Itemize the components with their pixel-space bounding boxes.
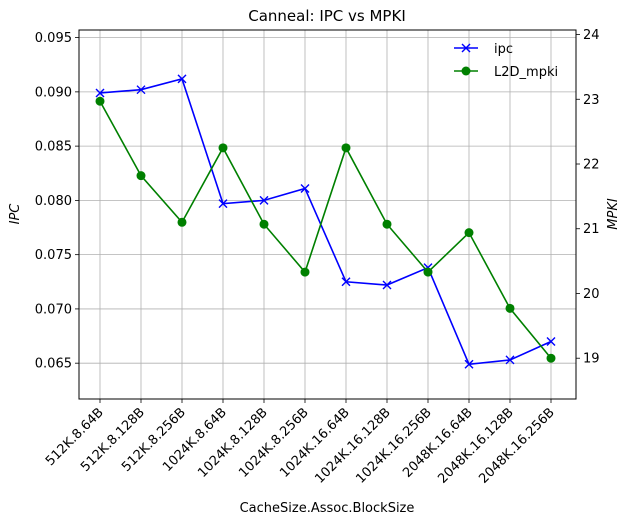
data-point-ipc <box>95 88 105 98</box>
x-axis: 512K.8.64B512K.8.128B512K.8.256B1024K.8.… <box>43 399 558 487</box>
chart-title: Canneal: IPC vs MPKI <box>248 7 406 25</box>
y-tick-label-left: 0.095 <box>35 31 72 46</box>
series-layer <box>95 74 556 369</box>
y-tick-label-right: 21 <box>583 222 600 237</box>
data-point-L2D_mpki <box>136 171 146 181</box>
data-point-L2D_mpki <box>423 267 433 277</box>
data-point-ipc <box>546 336 556 346</box>
y-tick-label-left: 0.085 <box>35 140 72 155</box>
x-axis-title: CacheSize.Assoc.BlockSize <box>240 501 415 516</box>
data-point-ipc <box>464 359 474 369</box>
x-tick-label: 2048K.16.256B <box>476 405 557 486</box>
y-tick-label-right: 24 <box>583 28 600 43</box>
data-point-L2D_mpki <box>464 228 474 238</box>
data-point-ipc <box>259 195 269 205</box>
y-tick-label-right: 22 <box>583 158 600 173</box>
y-tick-label-left: 0.070 <box>35 302 72 317</box>
data-point-L2D_mpki <box>95 96 105 106</box>
left-y-axis: 0.065 0.070 0.075 0.080 0.085 0.090 0.095 <box>35 31 79 372</box>
legend: ipc L2D_mpki <box>454 42 558 80</box>
y-tick-label-left: 0.075 <box>35 248 72 263</box>
data-point-L2D_mpki <box>546 353 556 363</box>
legend-ipc-label: ipc <box>494 42 513 57</box>
legend-ipc-marker <box>461 43 471 53</box>
y-axis-left-title: IPC <box>8 203 23 225</box>
plot-area <box>78 29 577 400</box>
y-tick-label-right: 23 <box>583 93 600 108</box>
legend-mpki-label: L2D_mpki <box>494 65 558 80</box>
data-point-L2D_mpki <box>177 217 187 227</box>
data-point-L2D_mpki <box>300 267 310 277</box>
legend-ipc-x <box>461 43 471 53</box>
y-tick-label-right: 19 <box>583 352 600 367</box>
series-line-ipc <box>99 77 552 366</box>
y-axis-right-title: MPKI <box>606 198 621 230</box>
data-point-ipc <box>300 183 310 193</box>
legend-mpki-marker <box>461 66 471 76</box>
data-point-L2D_mpki <box>259 219 269 229</box>
y-tick-label-right: 20 <box>583 287 600 302</box>
y-tick-label-left: 0.065 <box>35 357 72 372</box>
data-point-ipc <box>505 355 515 365</box>
x-tick-label: 1024K.16.256B <box>353 405 434 486</box>
data-point-L2D_mpki <box>218 143 228 153</box>
grid <box>79 30 576 399</box>
y-tick-label-left: 0.090 <box>35 85 72 100</box>
data-point-ipc <box>341 277 351 287</box>
series-line-L2D_mpki <box>99 100 552 359</box>
data-point-L2D_mpki <box>341 143 351 153</box>
data-point-ipc <box>382 280 392 290</box>
data-point-ipc <box>218 199 228 209</box>
x-tick-label: 2048K.16.128B <box>435 405 516 486</box>
right-y-axis: 19 20 21 22 23 24 <box>576 28 600 367</box>
data-point-ipc <box>177 74 187 84</box>
x-tick-label: 1024K.16.128B <box>312 405 393 486</box>
data-point-ipc <box>136 85 146 95</box>
y-tick-label-left: 0.080 <box>35 194 72 209</box>
data-point-L2D_mpki <box>505 303 515 313</box>
data-point-L2D_mpki <box>382 219 392 229</box>
